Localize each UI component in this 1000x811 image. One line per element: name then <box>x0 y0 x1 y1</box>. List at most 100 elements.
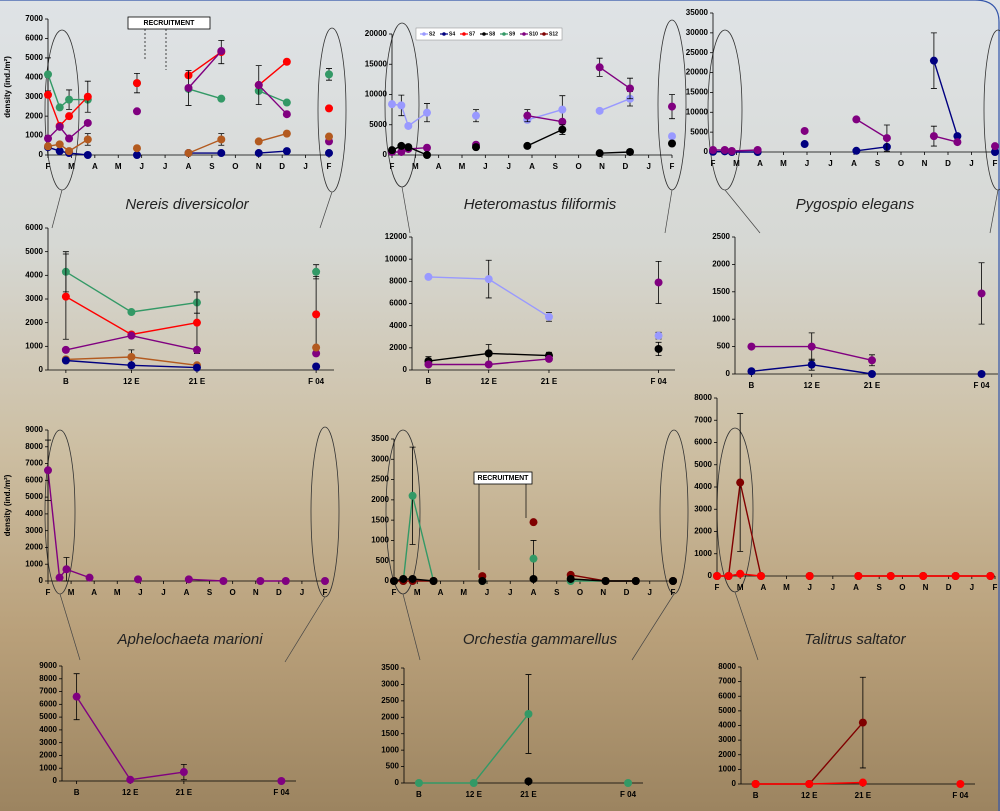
data-point <box>530 575 538 583</box>
y-tick-label: 4000 <box>25 509 43 518</box>
x-tick-label: A <box>438 588 444 597</box>
x-tick-label: F 04 <box>651 377 668 386</box>
data-point <box>887 572 895 580</box>
data-point <box>255 81 263 89</box>
y-tick-label: 3500 <box>371 434 389 443</box>
y-tick-label: 3000 <box>25 92 43 101</box>
x-tick-label: J <box>483 162 487 171</box>
y-tick-label: 1000 <box>371 536 389 545</box>
x-tick-label: F <box>993 159 998 168</box>
legend-label: S10 <box>529 31 538 37</box>
data-point <box>669 577 677 585</box>
data-point <box>478 577 486 585</box>
y-tick-label: 8000 <box>39 674 57 683</box>
chart: 0100020003000400050006000700080009000B12… <box>39 661 296 797</box>
series-line <box>66 297 316 335</box>
data-point <box>409 575 417 583</box>
x-tick-label: D <box>622 162 628 171</box>
y-tick-label: 3000 <box>25 526 43 535</box>
data-point <box>713 572 721 580</box>
x-tick-label: M <box>412 162 419 171</box>
data-point <box>524 777 532 785</box>
data-point <box>62 346 70 354</box>
legend-marker <box>482 32 486 36</box>
x-tick-label: J <box>970 583 974 592</box>
data-point <box>596 107 604 115</box>
x-tick-label: B <box>63 377 69 386</box>
data-point <box>65 134 73 142</box>
x-tick-label: M <box>115 162 122 171</box>
data-point <box>415 779 423 787</box>
y-tick-label: 6000 <box>25 223 43 232</box>
y-tick-label: 4000 <box>389 321 407 330</box>
data-point <box>485 360 493 368</box>
data-point <box>185 575 193 583</box>
species-name: Talitrus saltator <box>804 631 906 648</box>
data-point <box>325 149 333 157</box>
data-point <box>133 144 141 152</box>
legend-label: S8 <box>489 31 495 37</box>
x-tick-label: F <box>46 588 51 597</box>
series-line <box>751 293 981 360</box>
y-tick-label: 500 <box>386 762 400 771</box>
x-tick-label: J <box>831 583 835 592</box>
data-point <box>952 572 960 580</box>
x-tick-label: O <box>899 583 905 592</box>
y-tick-label: 4000 <box>25 270 43 279</box>
data-point <box>808 343 816 351</box>
data-point <box>193 319 201 327</box>
x-tick-label: F <box>327 162 332 171</box>
y-tick-label: 3000 <box>694 504 712 513</box>
data-point <box>626 84 634 92</box>
data-point <box>567 575 575 583</box>
data-point <box>65 96 73 104</box>
x-tick-label: 21 E <box>864 381 881 390</box>
chart: 010002000300040005000600070008000FMAMJJA… <box>694 393 997 648</box>
data-point <box>736 479 744 487</box>
x-tick-label: S <box>876 583 882 592</box>
data-point <box>523 112 531 120</box>
x-tick-label: A <box>186 162 192 171</box>
y-tick-label: 2000 <box>25 543 43 552</box>
y-tick-label: 2500 <box>371 475 389 484</box>
y-tick-label: 0 <box>39 365 44 374</box>
data-point <box>806 572 814 580</box>
y-tick-label: 8000 <box>389 276 407 285</box>
y-tick-label: 1500 <box>712 287 730 296</box>
series-line <box>756 723 863 784</box>
data-point <box>626 148 634 156</box>
data-point <box>668 132 676 140</box>
data-point <box>283 147 291 155</box>
data-point <box>283 110 291 118</box>
data-point <box>44 70 52 78</box>
data-point <box>430 577 438 585</box>
series-line <box>428 277 658 336</box>
chart: 0100020003000400050006000700080009000FMA… <box>3 425 329 648</box>
data-point <box>126 776 134 784</box>
y-tick-label: 12000 <box>385 232 408 241</box>
data-point <box>530 518 538 526</box>
legend-marker <box>522 32 526 36</box>
x-tick-label: J <box>300 588 304 597</box>
legend-label: S4 <box>449 31 455 37</box>
data-point <box>545 355 553 363</box>
data-point <box>953 138 961 146</box>
data-point <box>65 147 73 155</box>
data-point <box>725 572 733 580</box>
legend-label: S9 <box>509 31 515 37</box>
x-tick-label: O <box>898 159 904 168</box>
y-tick-label: 0 <box>395 778 400 787</box>
x-tick-label: J <box>303 162 307 171</box>
x-tick-label: A <box>436 162 442 171</box>
x-tick-label: A <box>851 159 857 168</box>
x-tick-label: J <box>161 588 165 597</box>
y-tick-label: 3000 <box>371 454 389 463</box>
data-point <box>193 364 201 372</box>
data-point <box>56 123 64 131</box>
x-tick-label: B <box>749 381 755 390</box>
y-tick-label: 1000 <box>25 341 43 350</box>
y-tick-label: 2000 <box>694 527 712 536</box>
y-tick-label: 15000 <box>686 88 709 97</box>
data-point <box>282 577 290 585</box>
